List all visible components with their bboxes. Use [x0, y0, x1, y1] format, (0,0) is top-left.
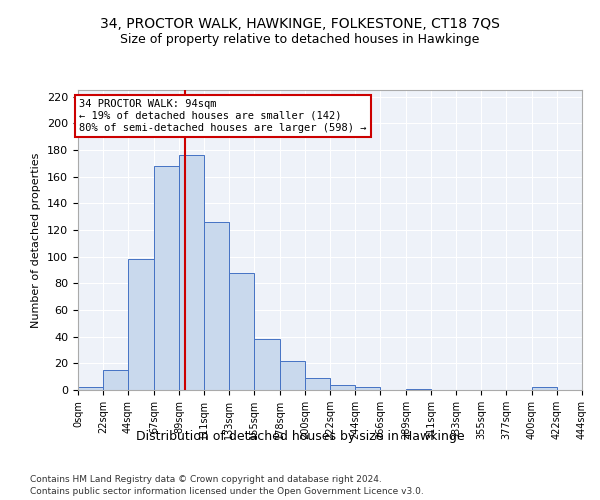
- Text: 34, PROCTOR WALK, HAWKINGE, FOLKESTONE, CT18 7QS: 34, PROCTOR WALK, HAWKINGE, FOLKESTONE, …: [100, 18, 500, 32]
- Bar: [355, 388, 380, 390]
- Text: Contains public sector information licensed under the Open Government Licence v3: Contains public sector information licen…: [30, 488, 424, 496]
- Bar: [128, 260, 154, 390]
- Bar: [103, 370, 128, 390]
- Bar: [305, 378, 330, 390]
- Bar: [280, 360, 305, 390]
- Bar: [532, 388, 557, 390]
- Bar: [229, 272, 254, 390]
- Bar: [179, 156, 204, 390]
- Bar: [154, 166, 179, 390]
- Y-axis label: Number of detached properties: Number of detached properties: [31, 152, 41, 328]
- Bar: [330, 384, 355, 390]
- Bar: [78, 388, 103, 390]
- Text: 34 PROCTOR WALK: 94sqm
← 19% of detached houses are smaller (142)
80% of semi-de: 34 PROCTOR WALK: 94sqm ← 19% of detached…: [79, 100, 367, 132]
- Bar: [406, 388, 431, 390]
- Text: Contains HM Land Registry data © Crown copyright and database right 2024.: Contains HM Land Registry data © Crown c…: [30, 475, 382, 484]
- Bar: [204, 222, 229, 390]
- Bar: [254, 340, 280, 390]
- Text: Distribution of detached houses by size in Hawkinge: Distribution of detached houses by size …: [136, 430, 464, 443]
- Text: Size of property relative to detached houses in Hawkinge: Size of property relative to detached ho…: [121, 32, 479, 46]
